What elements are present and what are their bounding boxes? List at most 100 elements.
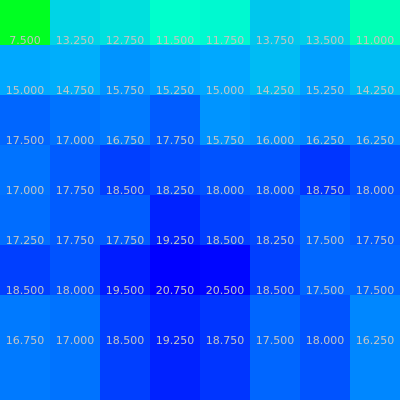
heatmap-cell-label: 16.750 [106,134,145,147]
heatmap-cell-label: 18.500 [106,184,145,197]
heatmap-cell [50,45,100,95]
heatmap-cell-edge [350,345,400,400]
heatmap-cell [250,295,300,345]
heatmap-cell [250,195,300,245]
heatmap-cell [50,245,100,295]
heatmap-cell [300,245,350,295]
heatmap-cell-label: 18.000 [206,184,245,197]
heatmap-cell-label: 19.500 [106,284,145,297]
heatmap-cell [0,145,50,195]
heatmap-cell [150,195,200,245]
heatmap-cell [350,0,400,45]
heatmap-cell [200,295,250,345]
heatmap-cell-label: 18.000 [356,184,395,197]
heatmap-cell [200,245,250,295]
heatmap-cell [100,45,150,95]
heatmap-cell-label: 18.000 [56,284,95,297]
heatmap-cell [50,195,100,245]
heatmap-cell [100,95,150,145]
heatmap-cell [100,195,150,245]
heatmap-cell [250,95,300,145]
heatmap-cell [300,45,350,95]
heatmap-cell [100,245,150,295]
heatmap-cell [300,0,350,45]
heatmap-cell-label: 16.250 [356,134,395,147]
heatmap-cell [150,45,200,95]
heatmap-cell [300,295,350,345]
heatmap-cell [50,0,100,45]
heatmap-cell-edge [150,345,200,400]
heatmap-cell-label: 13.500 [306,34,345,47]
heatmap-cell-label: 13.250 [56,34,95,47]
heatmap-cell [0,295,50,345]
heatmap-cell-label: 16.000 [256,134,295,147]
heatmap-cell [350,195,400,245]
heatmap-cell-label: 17.500 [306,284,345,297]
heatmap-cell-label: 13.750 [256,34,295,47]
heatmap-cell [350,45,400,95]
heatmap-cell [0,95,50,145]
heatmap-cell-label: 11.750 [206,34,245,47]
heatmap-cell [350,95,400,145]
heatmap-cell-label: 16.750 [6,334,45,347]
heatmap-cell-edge [50,345,100,400]
heatmap-cell [0,245,50,295]
heatmap-cell-label: 14.250 [356,84,395,97]
heatmap-cell-label: 17.250 [6,234,45,247]
heatmap-cell [200,45,250,95]
heatmap-cell [50,295,100,345]
heatmap-cell-label: 18.750 [306,184,345,197]
heatmap-cell [200,95,250,145]
heatmap-cell-label: 17.750 [356,234,395,247]
heatmap-cell [350,245,400,295]
heatmap-cell-label: 18.500 [6,284,45,297]
heatmap-cell [150,295,200,345]
heatmap-cell [100,145,150,195]
heatmap-cell-label: 12.750 [106,34,145,47]
heatmap-cell-label: 17.000 [56,334,95,347]
heatmap-cell-label: 11.000 [356,34,395,47]
heatmap-cell-label: 15.750 [206,134,245,147]
heatmap-cell-label: 20.500 [206,284,245,297]
heatmap-cell-label: 15.000 [206,84,245,97]
heatmap-cell [300,145,350,195]
heatmap-cell-label: 18.500 [206,234,245,247]
heatmap-cell-label: 19.250 [156,234,195,247]
heatmap-cell-label: 17.000 [56,134,95,147]
heatmap-cell-label: 17.750 [106,234,145,247]
heatmap-cell [50,145,100,195]
heatmap-cell [250,0,300,45]
heatmap-cell [250,45,300,95]
heatmap-cell-label: 15.250 [306,84,345,97]
heatmap-cell [100,0,150,45]
heatmap-cell [350,295,400,345]
heatmap-cell-label: 11.500 [156,34,195,47]
heatmap-cell-label: 17.500 [6,134,45,147]
heatmap-cell-label: 14.750 [56,84,95,97]
heatmap-cell-label: 16.250 [356,334,395,347]
heatmap-cell-label: 14.250 [256,84,295,97]
heatmap-cell-label: 15.000 [6,84,45,97]
heatmap-cell-label: 17.750 [156,134,195,147]
heatmap-cell-label: 17.000 [6,184,45,197]
heatmap-cell [200,145,250,195]
heatmap-cell-label: 17.500 [306,234,345,247]
heatmap-cell [300,195,350,245]
heatmap-cell [0,195,50,245]
heatmap-cell-label: 7.500 [9,34,41,47]
heatmap-cell [150,245,200,295]
heatmap-cell-label: 17.750 [56,184,95,197]
heatmap-cell-label: 15.750 [106,84,145,97]
heatmap-cell [100,295,150,345]
heatmap-cell-label: 17.750 [56,234,95,247]
heatmap-cell-label: 18.500 [256,284,295,297]
heatmap-cell [150,145,200,195]
heatmap-cell [300,95,350,145]
heatmap-cell [200,0,250,45]
heatmap-cell-label: 19.250 [156,334,195,347]
heatmap-cell-label: 18.250 [156,184,195,197]
heatmap-cell [150,0,200,45]
heatmap-cell-edge [100,345,150,400]
